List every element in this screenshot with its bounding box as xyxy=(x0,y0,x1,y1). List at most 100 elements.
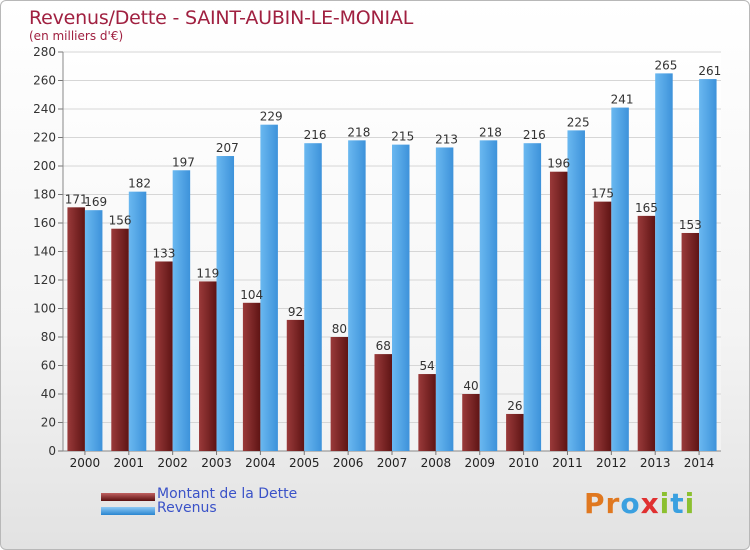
bar-revenue xyxy=(172,170,191,451)
chart-title: Revenus/Dette - SAINT-AUBIN-LE-MONIAL xyxy=(29,7,414,29)
bar-revenue xyxy=(699,79,717,451)
data-label-debt: 40 xyxy=(463,379,478,393)
data-label-revenue: 213 xyxy=(435,132,458,146)
bar-debt xyxy=(374,354,392,451)
data-label-debt: 175 xyxy=(591,187,614,201)
data-label-debt: 80 xyxy=(332,322,347,336)
bar-debt xyxy=(506,413,524,451)
legend-label-debt: Montant de la Dette xyxy=(157,486,298,502)
y-tick-label: 20 xyxy=(41,416,56,430)
logo-letter: t xyxy=(670,487,685,520)
logo-letter: i xyxy=(659,487,671,520)
bar-debt xyxy=(330,337,349,451)
data-label-revenue: 207 xyxy=(216,141,239,155)
data-label-revenue: 225 xyxy=(567,115,590,129)
x-tick-label: 2012 xyxy=(596,456,627,470)
data-label-debt: 119 xyxy=(196,266,219,280)
data-label-revenue: 261 xyxy=(698,64,721,78)
data-label-revenue: 215 xyxy=(391,130,414,144)
data-label-revenue: 216 xyxy=(304,128,327,142)
x-tick-label: 2013 xyxy=(640,456,671,470)
logo-letter: r xyxy=(605,487,621,520)
bar-revenue xyxy=(567,130,585,451)
y-tick-label: 100 xyxy=(33,302,56,316)
y-tick-label: 260 xyxy=(33,74,56,88)
data-label-debt: 165 xyxy=(635,201,658,215)
bar-debt xyxy=(242,302,261,451)
bar-revenue xyxy=(348,140,366,451)
x-tick-label: 2002 xyxy=(157,456,188,470)
data-label-debt: 26 xyxy=(507,399,522,413)
legend-label-revenue: Revenus xyxy=(157,500,217,516)
logo-letter: i xyxy=(684,487,696,520)
data-label-debt: 68 xyxy=(376,339,391,353)
data-label-debt: 171 xyxy=(65,192,88,206)
chart-subtitle: (en milliers d'€) xyxy=(29,29,124,43)
bar-revenue xyxy=(392,144,410,451)
bar-revenue xyxy=(655,73,673,451)
bar-revenue xyxy=(523,143,542,451)
x-tick-label: 2005 xyxy=(289,456,320,470)
logo-letter: x xyxy=(640,487,660,520)
data-label-debt: 104 xyxy=(240,288,263,302)
bar-debt xyxy=(155,261,173,451)
proxiti-logo: Proxiti xyxy=(584,487,695,520)
x-tick-label: 2001 xyxy=(114,456,145,470)
bar-revenue xyxy=(84,210,103,451)
bar-debt xyxy=(462,394,480,451)
y-tick-label: 140 xyxy=(33,245,56,259)
bar-debt xyxy=(67,207,85,451)
x-tick-label: 2000 xyxy=(70,456,101,470)
bar-revenue xyxy=(304,143,322,451)
bar-debt xyxy=(199,281,217,451)
y-tick-label: 0 xyxy=(48,444,56,458)
data-label-revenue: 218 xyxy=(479,125,502,139)
x-tick-label: 2010 xyxy=(508,456,539,470)
x-tick-label: 2008 xyxy=(421,456,452,470)
data-label-revenue: 169 xyxy=(84,195,107,209)
data-label-debt: 133 xyxy=(152,246,175,260)
x-tick-label: 2007 xyxy=(377,456,408,470)
bar-debt xyxy=(681,232,700,451)
data-label-revenue: 197 xyxy=(172,155,195,169)
bar-revenue xyxy=(611,107,629,451)
logo-letter: P xyxy=(584,487,606,520)
y-tick-label: 180 xyxy=(33,188,56,202)
y-tick-label: 280 xyxy=(33,45,56,59)
bar-revenue xyxy=(216,156,235,451)
data-label-revenue: 265 xyxy=(654,58,677,72)
bar-debt xyxy=(549,171,568,451)
x-tick-label: 2006 xyxy=(333,456,364,470)
y-tick-label: 60 xyxy=(41,359,56,373)
bar-debt xyxy=(637,215,656,451)
x-tick-label: 2003 xyxy=(201,456,232,470)
bar-revenue xyxy=(128,191,147,451)
y-tick-label: 120 xyxy=(33,273,56,287)
bar-debt xyxy=(418,374,436,451)
y-tick-label: 40 xyxy=(41,387,56,401)
data-label-revenue: 229 xyxy=(260,110,283,124)
data-label-revenue: 182 xyxy=(128,177,151,191)
bar-debt xyxy=(286,319,305,451)
data-label-debt: 153 xyxy=(679,218,702,232)
y-tick-label: 200 xyxy=(33,159,56,173)
bar-revenue xyxy=(479,140,498,451)
x-tick-label: 2009 xyxy=(464,456,495,470)
logo-letter: o xyxy=(620,487,641,520)
y-tick-label: 160 xyxy=(33,216,56,230)
data-label-debt: 54 xyxy=(419,359,434,373)
data-label-revenue: 218 xyxy=(347,125,370,139)
data-label-debt: 196 xyxy=(547,157,570,171)
y-tick-label: 240 xyxy=(33,102,56,116)
legend-swatch-debt xyxy=(101,493,155,501)
x-tick-label: 2011 xyxy=(552,456,583,470)
bar-revenue xyxy=(260,124,278,452)
x-tick-label: 2014 xyxy=(684,456,715,470)
y-tick-label: 220 xyxy=(33,131,56,145)
data-label-debt: 156 xyxy=(109,214,132,228)
x-tick-label: 2004 xyxy=(245,456,276,470)
bar-debt xyxy=(593,201,612,451)
legend-swatch-revenue xyxy=(101,507,155,515)
